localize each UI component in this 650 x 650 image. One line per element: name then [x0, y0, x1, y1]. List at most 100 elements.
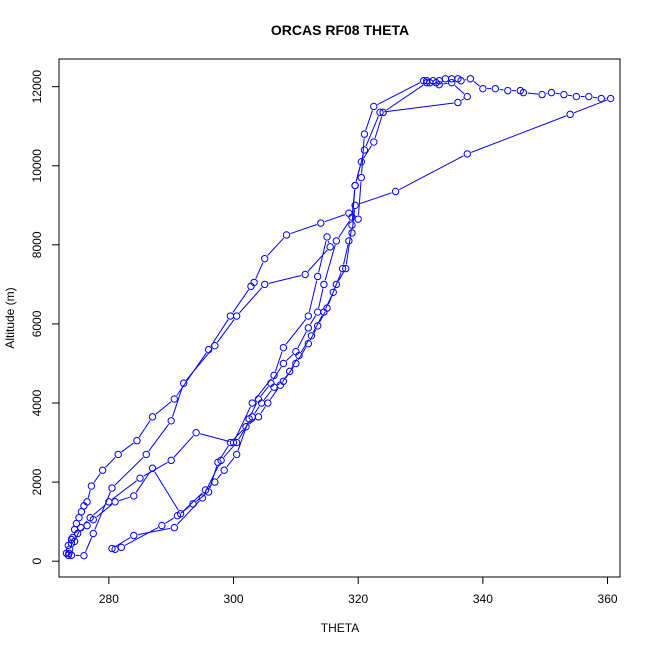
series-segment	[260, 406, 266, 414]
series-segment	[365, 110, 373, 131]
series-segment	[318, 288, 324, 309]
series-segment	[319, 311, 326, 323]
data-point	[423, 79, 431, 87]
x-tick-label: 320	[348, 592, 368, 606]
data-point	[83, 521, 91, 530]
data-point	[301, 270, 309, 279]
series-segment	[310, 315, 316, 325]
data-point	[80, 551, 88, 560]
data-point	[270, 371, 278, 380]
data-point	[148, 464, 157, 472]
data-point	[547, 88, 556, 97]
data-point	[111, 545, 119, 554]
data-point	[245, 415, 253, 423]
data-point	[342, 264, 350, 273]
data-point	[338, 264, 347, 273]
series-segment	[443, 82, 448, 85]
data-point	[391, 187, 400, 196]
data-point	[130, 492, 138, 500]
series-segment	[527, 92, 538, 95]
data-point	[538, 90, 546, 99]
data-point	[504, 86, 512, 95]
series-segment	[219, 445, 229, 460]
data-point	[254, 413, 263, 421]
series-segment	[216, 319, 235, 343]
series-segment	[226, 457, 235, 468]
series-segment	[208, 484, 212, 488]
data-point	[220, 466, 228, 474]
data-point	[158, 521, 166, 530]
series-segment	[250, 402, 258, 416]
data-point	[232, 438, 241, 447]
series-segment	[254, 406, 260, 414]
data-point	[585, 92, 593, 101]
data-point	[130, 531, 138, 540]
data-point	[379, 108, 387, 117]
data-point	[261, 280, 269, 289]
y-tick-label: 0	[30, 558, 44, 565]
data-point	[108, 484, 116, 492]
data-point	[448, 79, 456, 87]
series-segment	[358, 181, 362, 215]
data-point	[136, 474, 144, 482]
series-segment	[135, 471, 151, 493]
series-segment	[471, 115, 567, 153]
data-point	[354, 215, 362, 223]
series-segment	[124, 527, 159, 546]
data-point	[304, 312, 313, 320]
series-segment	[312, 315, 323, 333]
series-segment	[196, 494, 206, 502]
x-tick-label: 280	[99, 592, 119, 606]
series-layer	[62, 75, 615, 560]
data-point	[519, 88, 528, 97]
series-segment	[173, 435, 194, 458]
data-point	[491, 84, 500, 93]
series-segment	[105, 457, 116, 468]
series-segment	[461, 98, 465, 101]
data-point	[261, 254, 269, 263]
data-point	[597, 94, 605, 103]
data-point	[98, 466, 107, 474]
series-segment	[148, 423, 170, 452]
series-segment	[233, 429, 244, 440]
series-segment	[338, 220, 351, 238]
data-point	[192, 428, 200, 437]
series-segment	[114, 457, 144, 486]
data-point	[62, 549, 71, 557]
series-segment	[399, 155, 464, 190]
series-segment	[268, 275, 302, 284]
data-point	[67, 551, 76, 559]
data-point	[70, 537, 79, 546]
series-segment	[237, 422, 249, 451]
series-segment	[232, 289, 250, 313]
data-point	[179, 379, 188, 387]
data-point	[264, 399, 272, 407]
data-point	[320, 280, 328, 289]
data-point	[313, 322, 322, 330]
data-point	[313, 308, 322, 316]
data-point	[254, 395, 263, 403]
x-tick-label: 360	[598, 592, 618, 606]
data-point	[454, 98, 462, 107]
series-segment	[138, 420, 151, 438]
series-segment	[386, 84, 424, 111]
series-segment	[555, 92, 560, 95]
series-segment	[358, 192, 392, 205]
series-segment	[255, 262, 264, 279]
data-point	[463, 92, 471, 101]
series-segment	[172, 387, 183, 417]
data-point	[357, 173, 366, 182]
series-segment	[328, 288, 336, 305]
data-point	[323, 304, 331, 312]
series-segment	[324, 244, 336, 281]
series-segment	[327, 240, 330, 243]
data-point	[329, 288, 337, 296]
series-segment	[93, 473, 101, 483]
data-point	[313, 272, 322, 281]
data-point	[133, 436, 141, 445]
data-point	[83, 498, 91, 506]
data-point	[77, 523, 85, 532]
series-segment	[285, 319, 307, 345]
x-tick-label: 300	[224, 592, 244, 606]
